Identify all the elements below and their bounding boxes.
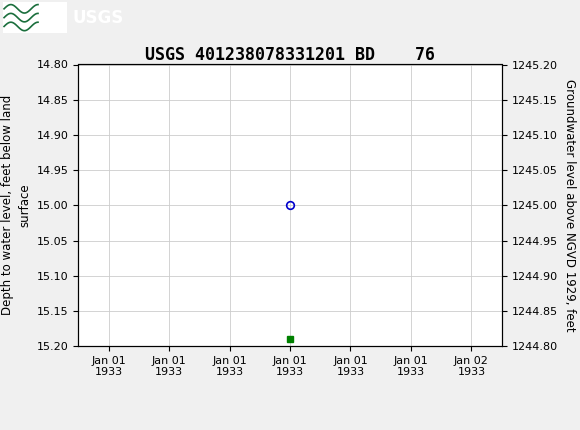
- Y-axis label: Groundwater level above NGVD 1929, feet: Groundwater level above NGVD 1929, feet: [563, 79, 576, 332]
- Bar: [3, 2, 67, 34]
- Y-axis label: Depth to water level, feet below land
surface: Depth to water level, feet below land su…: [1, 95, 31, 316]
- Text: USGS: USGS: [72, 9, 124, 27]
- Text: USGS 401238078331201 BD    76: USGS 401238078331201 BD 76: [145, 46, 435, 64]
